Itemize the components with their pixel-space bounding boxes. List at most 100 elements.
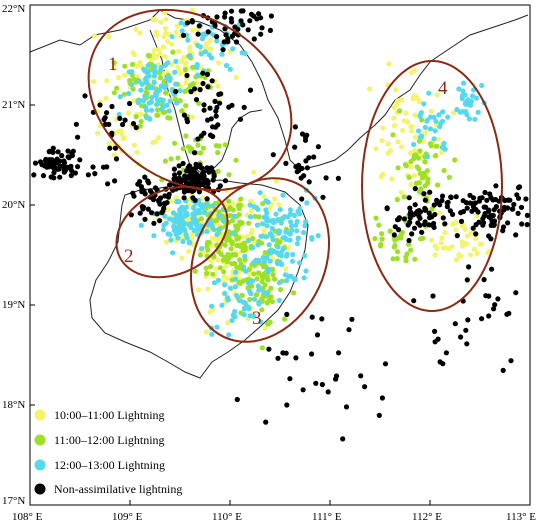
lightning-point xyxy=(213,108,219,114)
lightning-point xyxy=(75,134,81,140)
lightning-point xyxy=(190,7,196,13)
lightning-point xyxy=(195,287,202,293)
lightning-point xyxy=(295,235,301,241)
lightning-point xyxy=(392,242,398,249)
lightning-point xyxy=(416,208,422,214)
lightning-point xyxy=(292,124,298,130)
lightning-point xyxy=(278,249,284,255)
lightning-point xyxy=(267,258,273,264)
lightning-point xyxy=(173,216,179,222)
lightning-point xyxy=(419,229,425,235)
lightning-point xyxy=(142,93,148,99)
lightning-point xyxy=(225,297,231,303)
lightning-point xyxy=(128,212,134,218)
lightning-point xyxy=(146,180,152,186)
lightning-point xyxy=(202,49,208,55)
lightning-point xyxy=(281,316,288,322)
lightning-point xyxy=(137,210,143,216)
lightning-point xyxy=(204,41,210,47)
lightning-point xyxy=(165,194,171,200)
lightning-point xyxy=(171,223,177,229)
lightning-point xyxy=(251,313,257,319)
lightning-point xyxy=(157,75,163,81)
lightning-point xyxy=(401,194,407,200)
lightning-point xyxy=(514,192,520,198)
lightning-point xyxy=(387,228,393,234)
lightning-point xyxy=(97,102,103,108)
lightning-point xyxy=(432,243,438,249)
lightning-point xyxy=(349,316,355,322)
lightning-point xyxy=(416,180,422,186)
lightning-point xyxy=(442,221,448,227)
lightning-point xyxy=(289,258,296,264)
lightning-point xyxy=(181,54,187,61)
lightning-point xyxy=(407,205,413,211)
lightning-point xyxy=(300,387,306,393)
lightning-point xyxy=(396,215,402,221)
lightning-point xyxy=(206,169,212,175)
lightning-point xyxy=(65,148,71,154)
lightning-point xyxy=(105,181,111,187)
legend-item-non-assimilative: Non-assimilative lightning xyxy=(34,482,182,496)
lightning-point xyxy=(437,359,443,365)
lat-tick-18: 18°N xyxy=(2,399,25,411)
lightning-point xyxy=(401,216,407,222)
lightning-point xyxy=(492,302,498,308)
lightning-point xyxy=(189,18,195,24)
lightning-point xyxy=(274,250,280,256)
lightning-point xyxy=(311,154,317,160)
lightning-point xyxy=(440,109,446,115)
lightning-point xyxy=(151,233,157,239)
lightning-point xyxy=(266,346,272,352)
lightning-point xyxy=(481,204,487,210)
lightning-point xyxy=(232,284,238,290)
lightning-point xyxy=(216,212,222,219)
lightning-point xyxy=(472,116,478,122)
lightning-point xyxy=(145,63,151,69)
lightning-point xyxy=(69,152,75,159)
lightning-point xyxy=(246,271,252,277)
lightning-point xyxy=(160,208,166,214)
lightning-point xyxy=(432,328,438,334)
lightning-point xyxy=(280,235,286,241)
lightning-point xyxy=(422,219,428,225)
cluster-3-label: 3 xyxy=(252,308,262,329)
lightning-point xyxy=(241,264,247,270)
lightning-point xyxy=(306,179,312,185)
lightning-point xyxy=(309,314,315,320)
lightning-point xyxy=(182,228,188,234)
lightning-point xyxy=(118,128,124,134)
lightning-point xyxy=(180,160,186,167)
legend-item-12-13: 12:00–13:00 Lightning xyxy=(34,458,165,472)
lightning-point xyxy=(220,47,226,53)
lightning-point xyxy=(186,239,193,245)
lat-tick-20: 20°N xyxy=(2,199,25,211)
lightning-point xyxy=(291,212,297,219)
lightning-point xyxy=(210,133,216,140)
lightning-point xyxy=(398,144,405,150)
lightning-point xyxy=(406,174,412,180)
lightning-point xyxy=(195,136,201,142)
lightning-point xyxy=(405,241,411,247)
lightning-point xyxy=(255,283,261,289)
lightning-point xyxy=(184,72,190,79)
lightning-point xyxy=(185,144,192,150)
lightning-point xyxy=(480,222,486,228)
lightning-point xyxy=(208,264,214,270)
lightning-point xyxy=(261,259,267,265)
lightning-point xyxy=(417,222,423,228)
lightning-point xyxy=(195,142,201,148)
lightning-point xyxy=(261,227,267,234)
lightning-point xyxy=(179,255,185,261)
lightning-point xyxy=(511,201,517,208)
lightning-point xyxy=(408,181,414,188)
lightning-point xyxy=(254,276,260,282)
lightning-point xyxy=(149,210,155,216)
lightning-point xyxy=(262,325,268,331)
lightning-point xyxy=(237,202,243,208)
lightning-point xyxy=(491,306,497,312)
lightning-point xyxy=(267,27,273,33)
lightning-point xyxy=(276,230,282,236)
lightning-point xyxy=(434,143,440,149)
lightning-point xyxy=(486,313,492,319)
